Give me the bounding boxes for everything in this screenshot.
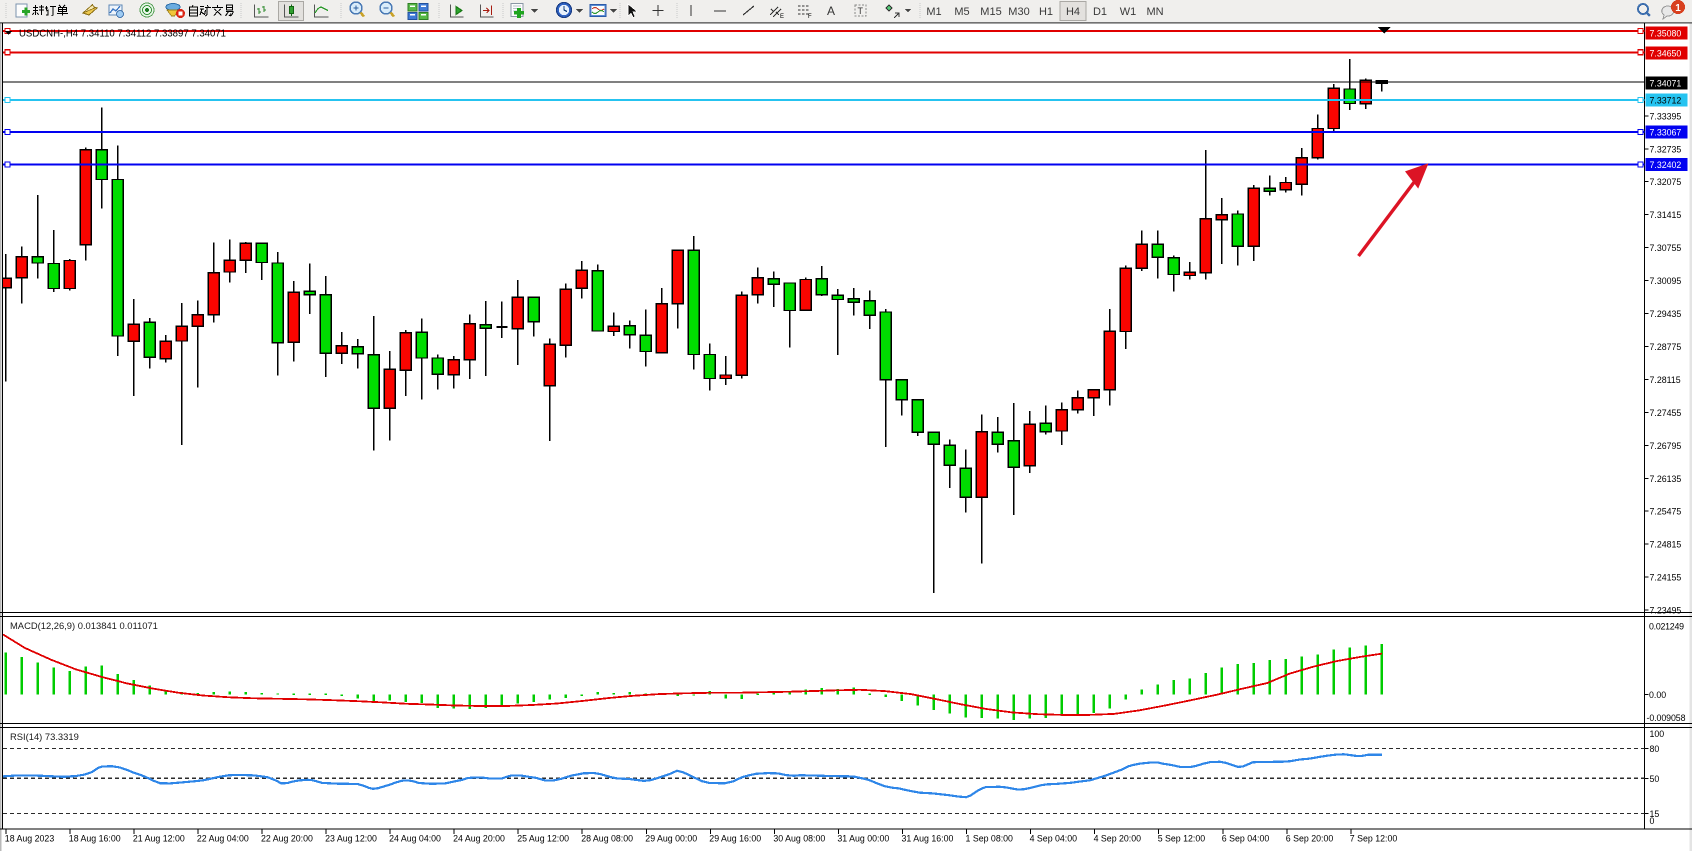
svg-text:M30: M30 [1008, 6, 1029, 18]
svg-text:24 Aug 20:00: 24 Aug 20:00 [453, 834, 505, 844]
svg-text:6 Sep 04:00: 6 Sep 04:00 [1222, 834, 1270, 844]
svg-text:7.32075: 7.32075 [1650, 177, 1682, 187]
svg-text:D1: D1 [1093, 6, 1107, 18]
svg-text:0: 0 [1650, 816, 1655, 826]
svg-text:7.25475: 7.25475 [1650, 507, 1682, 517]
svg-text:7.26795: 7.26795 [1650, 441, 1682, 451]
svg-text:29 Aug 00:00: 29 Aug 00:00 [645, 834, 697, 844]
svg-text:50: 50 [1650, 774, 1660, 784]
svg-text:7.34650: 7.34650 [1650, 49, 1682, 59]
svg-text:7.30755: 7.30755 [1650, 243, 1682, 253]
svg-text:A: A [827, 4, 835, 18]
svg-text:25 Aug 12:00: 25 Aug 12:00 [517, 834, 569, 844]
svg-text:1 Sep 08:00: 1 Sep 08:00 [966, 834, 1014, 844]
svg-text:M15: M15 [980, 6, 1001, 18]
svg-text:23 Aug 12:00: 23 Aug 12:00 [325, 834, 377, 844]
svg-text:T: T [858, 6, 864, 16]
svg-text:7.27455: 7.27455 [1650, 408, 1682, 418]
svg-text:22 Aug 04:00: 22 Aug 04:00 [197, 834, 249, 844]
svg-text:80: 80 [1650, 744, 1660, 754]
svg-text:31 Aug 00:00: 31 Aug 00:00 [837, 834, 889, 844]
svg-text:18 Aug 2023: 18 Aug 2023 [5, 834, 55, 844]
svg-text:7.31415: 7.31415 [1650, 210, 1682, 220]
svg-text:USDCNH-,H4 7.34110 7.34112 7.: USDCNH-,H4 7.34110 7.34112 7.33897 7.340… [19, 29, 226, 40]
svg-text:7.26135: 7.26135 [1650, 474, 1682, 484]
svg-text:7.29435: 7.29435 [1650, 309, 1682, 319]
svg-text:H1: H1 [1039, 6, 1053, 18]
svg-text:22 Aug 20:00: 22 Aug 20:00 [261, 834, 313, 844]
svg-text:18 Aug 16:00: 18 Aug 16:00 [69, 834, 121, 844]
svg-text:F: F [808, 14, 812, 20]
svg-text:-0.009058: -0.009058 [1647, 713, 1686, 723]
svg-text:1: 1 [1675, 3, 1681, 14]
svg-text:7.30095: 7.30095 [1650, 276, 1682, 286]
svg-text:5 Sep 12:00: 5 Sep 12:00 [1158, 834, 1206, 844]
svg-text:28 Aug 08:00: 28 Aug 08:00 [581, 834, 633, 844]
svg-text:MN: MN [1146, 6, 1163, 18]
svg-text:100: 100 [1650, 729, 1665, 739]
svg-text:30 Aug 08:00: 30 Aug 08:00 [773, 834, 825, 844]
svg-text:29 Aug 16:00: 29 Aug 16:00 [709, 834, 761, 844]
svg-text:7.33712: 7.33712 [1650, 96, 1682, 106]
svg-text:24 Aug 04:00: 24 Aug 04:00 [389, 834, 441, 844]
svg-text:0.021249: 0.021249 [1649, 621, 1684, 631]
svg-text:7.24155: 7.24155 [1650, 573, 1682, 583]
svg-text:7.23495: 7.23495 [1650, 606, 1682, 616]
svg-text:4 Sep 20:00: 4 Sep 20:00 [1094, 834, 1142, 844]
svg-text:31 Aug 16:00: 31 Aug 16:00 [902, 834, 954, 844]
svg-text:6 Sep 20:00: 6 Sep 20:00 [1286, 834, 1334, 844]
svg-text:7.24815: 7.24815 [1650, 540, 1682, 550]
svg-text:7 Sep 12:00: 7 Sep 12:00 [1350, 834, 1398, 844]
svg-text:7.34071: 7.34071 [1650, 79, 1682, 89]
svg-text:7.33395: 7.33395 [1650, 111, 1682, 121]
svg-text:W1: W1 [1120, 6, 1137, 18]
svg-text:H4: H4 [1066, 6, 1080, 18]
svg-text:RSI(14) 73.3319: RSI(14) 73.3319 [10, 731, 79, 742]
svg-text:MACD(12,26,9) 0.013841 0.01107: MACD(12,26,9) 0.013841 0.011071 [10, 620, 158, 631]
svg-text:7.32402: 7.32402 [1650, 160, 1682, 170]
svg-text:M1: M1 [926, 6, 941, 18]
svg-text:7.28775: 7.28775 [1650, 342, 1682, 352]
svg-text:7.32735: 7.32735 [1650, 144, 1682, 154]
svg-text:7.28115: 7.28115 [1650, 375, 1681, 385]
svg-text:21 Aug 12:00: 21 Aug 12:00 [133, 834, 185, 844]
svg-text:7.33067: 7.33067 [1650, 128, 1682, 138]
svg-text:E: E [780, 14, 784, 20]
svg-text:7.35080: 7.35080 [1650, 29, 1682, 39]
svg-text:4 Sep 04:00: 4 Sep 04:00 [1030, 834, 1078, 844]
svg-text:15: 15 [1650, 809, 1660, 819]
svg-text:M5: M5 [954, 6, 969, 18]
svg-text:0.00: 0.00 [1649, 690, 1666, 700]
